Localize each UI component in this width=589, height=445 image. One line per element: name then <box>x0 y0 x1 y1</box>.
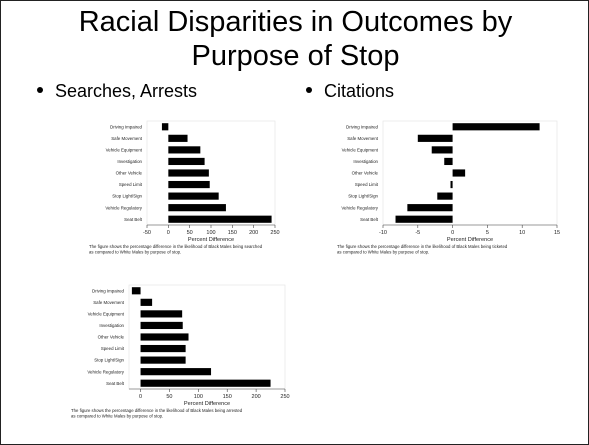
category-label: Vehicle Equipment <box>106 147 143 152</box>
bar-seat-belt <box>168 215 272 223</box>
bar-other-vehicle <box>452 169 466 177</box>
chart-caption-line: as compared to White Males by purpose of… <box>337 250 429 255</box>
category-label: Vehicle Regulatory <box>87 369 124 374</box>
category-label: Speed Limit <box>119 182 143 187</box>
category-label: Speed Limit <box>355 182 379 187</box>
category-label: Other Vehicle <box>352 171 379 176</box>
category-label: Vehicle Equipment <box>342 147 379 152</box>
bar-vehicle-equipment <box>168 146 201 154</box>
category-label: Vehicle Regulatory <box>105 205 142 210</box>
bar-safe-movement <box>140 298 153 306</box>
bullet-searches-arrests: Searches, Arrests <box>37 81 197 102</box>
bar-vehicle-equipment <box>140 310 183 318</box>
bar-other-vehicle <box>168 169 209 177</box>
bullet-citations: Citations <box>306 81 394 102</box>
category-label: Driving Impaired <box>346 124 379 129</box>
x-tick-label: 0 <box>451 230 454 236</box>
x-tick-label: 150 <box>228 230 237 236</box>
x-axis-title: Percent Difference <box>184 401 230 407</box>
searches-chart: Driving Impaired Safe Movement Vehicle Equ… <box>89 120 280 255</box>
x-tick-label: 0 <box>167 230 170 236</box>
bar-stop-light-sign <box>168 192 219 200</box>
bar-vehicle-equipment <box>431 146 453 154</box>
x-tick-label: -50 <box>143 230 151 236</box>
x-axis-title: Percent Difference <box>447 237 493 243</box>
category-label: Safe Movement <box>347 136 379 141</box>
bar-vehicle-regulatory <box>140 368 212 376</box>
arrests-chart: Driving Impaired Safe Movement Vehicle Equ… <box>71 284 290 419</box>
chart-caption-line: as compared to White Males by purpose of… <box>71 414 163 419</box>
category-label: Driving Impaired <box>92 288 125 293</box>
bar-investigation <box>140 321 183 330</box>
category-label: Seat Belt <box>360 217 379 222</box>
x-tick-label: 0 <box>139 394 142 400</box>
x-tick-label: 200 <box>249 230 258 236</box>
category-label: Vehicle Regulatory <box>341 205 378 210</box>
bar-seat-belt <box>395 215 453 223</box>
category-label: Other Vehicle <box>98 335 125 340</box>
bar-safe-movement <box>417 134 453 142</box>
bar-speed-limit <box>168 180 210 189</box>
x-tick-label: 10 <box>519 230 525 236</box>
category-label: Stop Light/Sign <box>348 194 378 199</box>
category-label: Stop Light/Sign <box>112 194 142 199</box>
x-tick-label: 50 <box>166 394 172 400</box>
chart-caption-line: The figure shows the percentage differen… <box>71 408 243 413</box>
x-tick-label: 200 <box>252 394 261 400</box>
category-label: Investigation <box>117 159 142 164</box>
bar-stop-light-sign <box>140 356 186 364</box>
category-label: Seat Belt <box>106 381 125 386</box>
bar-speed-limit <box>140 344 186 353</box>
bullet-label: Citations <box>324 81 395 101</box>
x-axis-title: Percent Difference <box>188 237 234 243</box>
category-label: Speed Limit <box>101 346 125 351</box>
category-label: Safe Movement <box>111 136 143 141</box>
category-label: Driving Impaired <box>110 124 143 129</box>
bullet-dot <box>306 87 312 94</box>
bar-other-vehicle <box>140 333 189 341</box>
bar-driving-impaired <box>161 123 169 131</box>
x-tick-label: 250 <box>280 394 289 400</box>
category-label: Investigation <box>99 323 124 328</box>
bullet-dot <box>37 87 43 94</box>
category-label: Other Vehicle <box>116 171 143 176</box>
x-tick-label: 150 <box>223 394 232 400</box>
bar-investigation <box>444 157 453 166</box>
chart-caption-line: The figure shows the percentage differen… <box>337 244 508 249</box>
x-tick-label: 15 <box>554 230 560 236</box>
x-tick-label: -10 <box>379 230 387 236</box>
x-tick-label: 100 <box>206 230 215 236</box>
bullet-label: Searches, Arrests <box>55 81 198 101</box>
bar-vehicle-regulatory <box>168 204 226 212</box>
slide-title: Racial Disparities in Outcomes by Purpos… <box>1 5 589 73</box>
bar-safe-movement <box>168 134 188 142</box>
x-tick-label: 100 <box>194 394 203 400</box>
citations-chart: Driving Impaired Safe Movement Vehicle Equ… <box>337 120 560 255</box>
category-label: Investigation <box>353 159 378 164</box>
searches-chart-panel: Driving Impaired Safe Movement Vehicle Equ… <box>85 113 285 263</box>
x-tick-label: 50 <box>187 230 193 236</box>
x-tick-label: -5 <box>415 230 420 236</box>
bar-speed-limit <box>450 180 453 189</box>
chart-caption-line: The figure shows the percentage differen… <box>89 244 263 249</box>
chart-caption-line: as compared to White Males by purpose of… <box>89 250 181 255</box>
bar-seat-belt <box>140 379 271 387</box>
bar-investigation <box>168 157 205 166</box>
bar-driving-impaired <box>452 123 540 131</box>
category-label: Stop Light/Sign <box>94 358 124 363</box>
bar-vehicle-regulatory <box>407 204 453 212</box>
bar-driving-impaired <box>131 287 141 295</box>
x-tick-label: 5 <box>486 230 489 236</box>
category-label: Vehicle Equipment <box>88 311 125 316</box>
category-label: Seat Belt <box>124 217 143 222</box>
citations-chart-panel: Driving Impaired Safe Movement Vehicle Equ… <box>335 113 565 263</box>
category-label: Safe Movement <box>93 300 125 305</box>
slide-title-line-2: Purpose of Stop <box>191 40 400 72</box>
x-tick-label: 250 <box>270 230 279 236</box>
slide-title-line-1: Racial Disparities in Outcomes by <box>78 6 513 38</box>
arrests-chart-panel: Driving Impaired Safe Movement Vehicle Equ… <box>67 277 293 427</box>
bar-stop-light-sign <box>437 192 453 200</box>
